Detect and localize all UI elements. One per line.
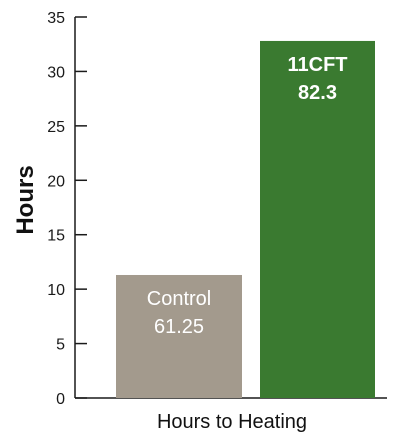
bar-name-label: Control bbox=[147, 288, 211, 310]
y-tick-label: 20 bbox=[47, 173, 65, 190]
y-tick-label: 10 bbox=[47, 282, 65, 299]
x-axis-label: Hours to Heating bbox=[157, 411, 307, 433]
y-tick-label: 35 bbox=[47, 10, 65, 27]
bars-group: Control 61.25 11CFT 82.3 bbox=[116, 40, 375, 398]
y-axis-label: Hours bbox=[12, 165, 39, 234]
bar-value-label: 61.25 bbox=[154, 316, 204, 338]
bar-11cft bbox=[260, 40, 375, 398]
y-tick-label: 30 bbox=[47, 64, 65, 81]
bar-control bbox=[116, 274, 242, 398]
y-tick-label: 25 bbox=[47, 119, 65, 136]
bar-value-label: 82.3 bbox=[298, 82, 337, 104]
y-tick-label: 5 bbox=[56, 337, 65, 354]
bar-name-label: 11CFT bbox=[287, 54, 347, 76]
y-tick-label: 0 bbox=[56, 391, 65, 408]
y-tick-label: 15 bbox=[47, 228, 65, 245]
